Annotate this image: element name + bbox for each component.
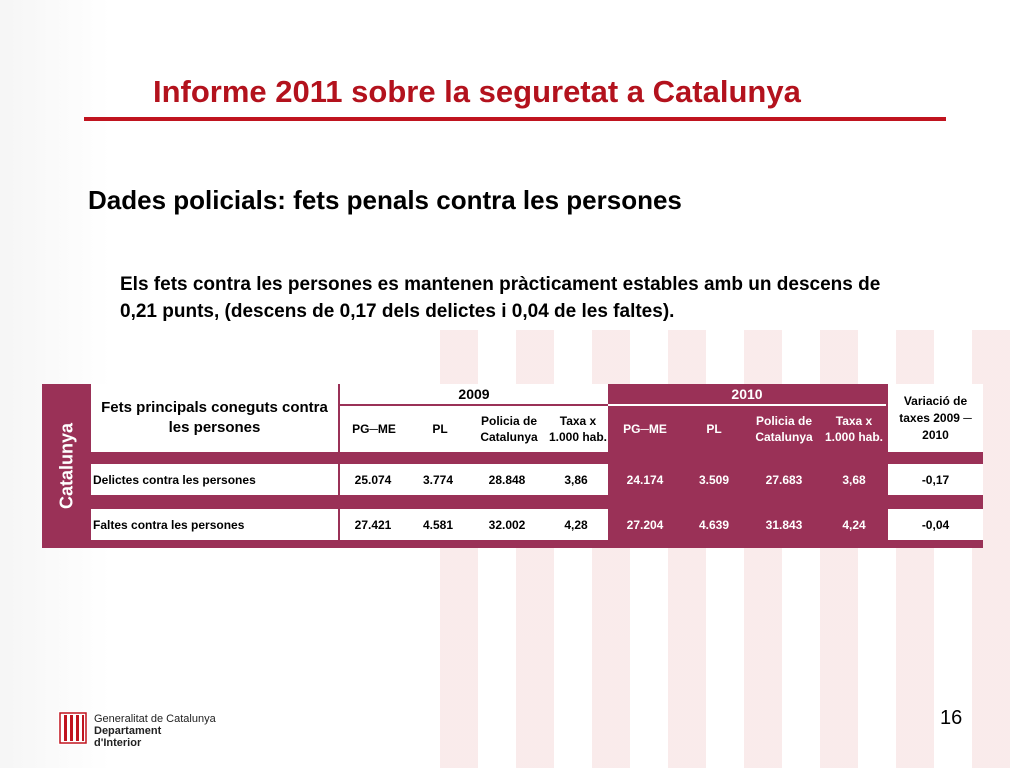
cell-2009-taxa: 3,86 <box>544 464 608 495</box>
footer-org-line1: Generalitat de Catalunya <box>94 713 216 725</box>
header-2010-pl: PL <box>706 422 722 436</box>
region-label: Catalunya <box>42 384 91 548</box>
header-2009-pl: PL <box>432 422 448 436</box>
table-bottom-band <box>91 540 983 548</box>
summary-paragraph: Els fets contra les persones es mantenen… <box>120 274 881 322</box>
header-year-2010: 2010 <box>608 384 886 406</box>
cell-2009-pl: 3.774 <box>406 464 470 495</box>
section-heading: Dades policials: fets penals contra les … <box>88 185 682 215</box>
cell-2010-pl: 3.509 <box>682 464 746 495</box>
page-number: 16 <box>940 707 963 729</box>
header-variacio: Variació de taxes 2009 ─ 2010 <box>899 393 972 442</box>
cell-2009-pgme: 25.074 <box>338 464 406 495</box>
cell-2010-pgme: 27.204 <box>608 509 682 540</box>
header-variacio-block: Variació de taxes 2009 ─ 2010 <box>886 384 983 452</box>
header-2009-taxa: Taxa x 1.000 hab. <box>548 414 608 444</box>
cell-variacio: -0,17 <box>886 464 983 495</box>
header-2010-taxa: Taxa x 1.000 hab. <box>824 414 884 444</box>
header-2010-pc: Policia de Catalunya <box>755 414 813 444</box>
cell-variacio: -0,04 <box>886 509 983 540</box>
cell-2010-pc: 27.683 <box>746 464 822 495</box>
table-separator <box>91 452 983 464</box>
table-row: Faltes contra les persones 27.421 4.581 … <box>91 509 983 540</box>
header-2009-block: 2009 PG─ME PL Policia de Catalunya Taxa … <box>338 384 608 452</box>
footer-org-line2: Departament <box>94 725 162 737</box>
page-title: Informe 2011 sobre la seguretat a Catalu… <box>153 74 801 109</box>
header-2010-block: 2010 PG─ME PL Policia de Catalunya Taxa … <box>608 384 886 452</box>
cell-2010-taxa: 3,68 <box>822 464 886 495</box>
generalitat-logo-icon <box>58 711 88 745</box>
header-fets: Fets principals coneguts contra les pers… <box>91 384 338 452</box>
cell-2009-pc: 32.002 <box>470 509 544 540</box>
footer-org-line3: d'Interior <box>94 737 142 749</box>
row-label: Faltes contra les persones <box>91 509 338 540</box>
table-row: Delictes contra les persones 25.074 3.77… <box>91 464 983 495</box>
header-2009-pgme: PG─ME <box>352 422 396 436</box>
title-underline <box>84 117 946 121</box>
header-2010-pgme: PG─ME <box>623 422 667 436</box>
region-label-text: Catalunya <box>56 422 76 510</box>
cell-2009-pgme: 27.421 <box>338 509 406 540</box>
cell-2009-taxa: 4,28 <box>544 509 608 540</box>
footer-org: Generalitat de Catalunya Departament d'I… <box>94 713 216 749</box>
cell-2010-pgme: 24.174 <box>608 464 682 495</box>
cell-2010-pc: 31.843 <box>746 509 822 540</box>
cell-2010-pl: 4.639 <box>682 509 746 540</box>
cell-2010-taxa: 4,24 <box>822 509 886 540</box>
row-label: Delictes contra les persones <box>91 464 338 495</box>
cell-2009-pc: 28.848 <box>470 464 544 495</box>
header-year-2009: 2009 <box>340 384 608 406</box>
row-separator <box>91 495 983 509</box>
header-2009-pc: Policia de Catalunya <box>480 414 538 444</box>
data-table: Catalunya Fets principals coneguts contr… <box>42 384 983 548</box>
cell-2009-pl: 4.581 <box>406 509 470 540</box>
